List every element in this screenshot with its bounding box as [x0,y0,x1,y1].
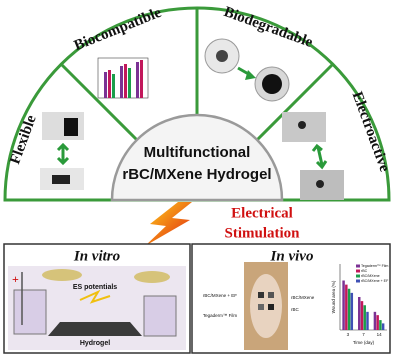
bar [363,305,366,330]
legend-label: rBC/MXene [361,274,380,278]
bar [342,280,345,330]
wound-chart: Wound area (%) Time (day)3 7 14 Tegaderm™ Fi… [331,264,389,345]
in-vivo-panel [191,243,391,354]
biocompatible-illustration [97,57,149,99]
rat-illustration [244,262,288,350]
lightning-bolt [145,202,192,246]
bar [379,320,382,330]
stimulus-label: Stimulation [224,225,300,241]
x-tick-label: 14 [377,332,383,337]
electroactive-illustration [282,112,344,200]
sector-dividers [59,8,335,142]
bar [381,323,385,330]
legend-swatch [356,264,360,268]
bar [360,301,364,330]
y-axis-label: Wound area (%) [331,280,336,313]
legend-swatch [356,274,360,278]
center-title: rBC/MXene Hydrogel [122,166,271,183]
in-vivo-label: rBC [291,307,300,312]
in-vitro-illustration: + [8,266,186,350]
bar [358,297,361,330]
in-vivo-label: rBC/MXene [291,295,315,300]
bar [376,315,379,330]
legend-swatch [356,269,360,273]
legend-swatch [356,279,360,283]
svg-text:+: + [12,272,19,286]
panel-title: In vitro [73,248,120,264]
in-vivo-label: rBC/MXene + EF [203,293,237,298]
x-axis-label: Time (day) [353,340,375,345]
bar [345,284,348,330]
bar [373,311,377,330]
bar [350,292,354,330]
bar [347,288,351,330]
legend-label: rBC/MXene + EF [361,279,389,283]
center-title: Multifunctional [144,144,251,161]
flexible-illustration [40,112,84,190]
stimulus-label: Electrical [231,205,293,221]
legend-label: Tegaderm™ Film [361,264,388,268]
x-tick-label: 7 [362,332,365,337]
biodegradable-illustration [204,38,290,102]
bar [366,311,369,330]
in-vivo-label: Tegaderm™ Film [203,313,238,318]
x-tick-label: 3 [347,332,350,337]
legend-label: rBC [361,269,368,273]
center-disc [110,113,284,202]
in-vitro-label: Hydrogel [80,340,110,347]
in-vitro-label: ES potentials [73,284,117,291]
panel-title: In vivo [270,248,314,264]
